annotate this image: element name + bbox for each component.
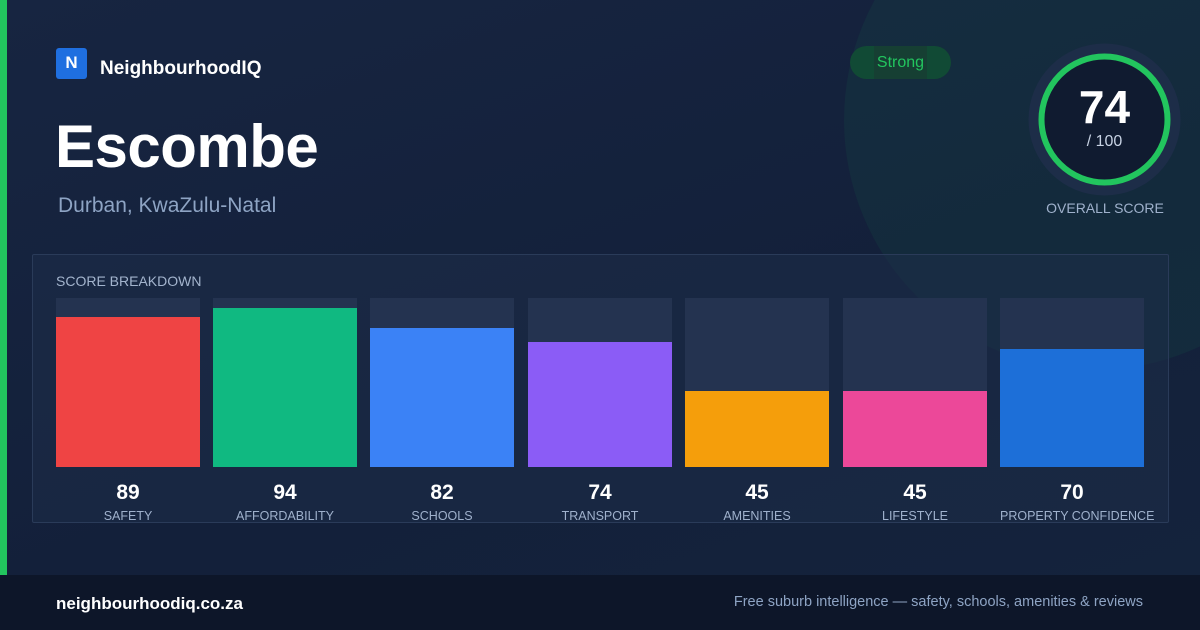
overall-score-label: OVERALL SCORE xyxy=(1046,200,1164,216)
bar-value: 45 xyxy=(745,481,769,504)
bar-lifestyle: 45 LIFESTYLE xyxy=(843,298,987,523)
brand: N NeighbourhoodIQ xyxy=(56,46,261,80)
bar-label: SCHOOLS xyxy=(411,509,473,523)
bar-fill xyxy=(685,391,829,467)
footer-tagline: Free suburb intelligence — safety, schoo… xyxy=(733,594,1143,610)
bar-track xyxy=(1000,298,1144,467)
bar-label: AMENITIES xyxy=(723,509,791,523)
overall-score-value: 74 xyxy=(1078,81,1131,133)
bar-value: 94 xyxy=(273,481,297,504)
bar-label: TRANSPORT xyxy=(561,509,639,523)
tier-badge: Strong xyxy=(850,46,951,79)
bar-fill xyxy=(213,308,357,467)
bar-fill xyxy=(56,317,200,467)
bar-value: 74 xyxy=(588,481,612,504)
bar-track xyxy=(370,298,514,467)
bar-fill xyxy=(528,342,672,467)
share-card: N NeighbourhoodIQ Escombe Durban, KwaZul… xyxy=(0,0,1200,575)
bar-safety: 89 SAFETY xyxy=(56,298,200,523)
logo-icon: N xyxy=(56,47,87,79)
bar-fill xyxy=(843,391,987,467)
footer-url: neighbourhoodiq.co.za xyxy=(56,594,243,613)
bar-track xyxy=(56,298,200,467)
bar-track xyxy=(685,298,829,467)
bar-label: PROPERTY CONFIDENCE xyxy=(1000,509,1155,523)
suburb-location: Durban, KwaZulu-Natal xyxy=(58,194,277,217)
accent-stripe xyxy=(0,0,7,575)
bar-transport: 74 TRANSPORT xyxy=(528,298,672,523)
bar-label: LIFESTYLE xyxy=(882,509,948,523)
overall-score-ring: 74 / 100 xyxy=(1028,43,1181,196)
bar-value: 70 xyxy=(1060,481,1084,504)
bar-value: 82 xyxy=(430,481,454,504)
bar-schools: 82 SCHOOLS xyxy=(370,298,514,523)
score-breakdown-panel: SCORE BREAKDOWN 89 SAFETY 94 AFFORDABILITY 8… xyxy=(32,254,1169,523)
bar-value: 89 xyxy=(116,481,140,504)
tier-badge-label: Strong xyxy=(876,53,925,71)
score-ring-graphic xyxy=(1028,43,1181,196)
overall-score-max: / 100 xyxy=(1086,133,1123,150)
bar-track xyxy=(528,298,672,467)
bar-value: 45 xyxy=(903,481,927,504)
bar-property-confidence: 70 PROPERTY CONFIDENCE xyxy=(1000,298,1155,523)
brand-name: NeighbourhoodIQ xyxy=(100,58,262,79)
score-ring-arc xyxy=(1038,53,1171,186)
bar-amenities: 45 AMENITIES xyxy=(685,298,829,523)
bar-label: SAFETY xyxy=(103,509,153,523)
bar-fill xyxy=(370,328,514,467)
breakdown-title: SCORE BREAKDOWN xyxy=(56,273,202,289)
score-ring-inner xyxy=(1041,56,1168,183)
bar-label: AFFORDABILITY xyxy=(236,509,334,523)
bar-fill xyxy=(1000,349,1144,467)
bar-track xyxy=(213,298,357,467)
bar-affordability: 94 AFFORDABILITY xyxy=(213,298,357,523)
footer: neighbourhoodiq.co.za Free suburb intell… xyxy=(0,575,1200,630)
bar-track xyxy=(843,298,987,467)
suburb-title: Escombe xyxy=(55,113,319,180)
